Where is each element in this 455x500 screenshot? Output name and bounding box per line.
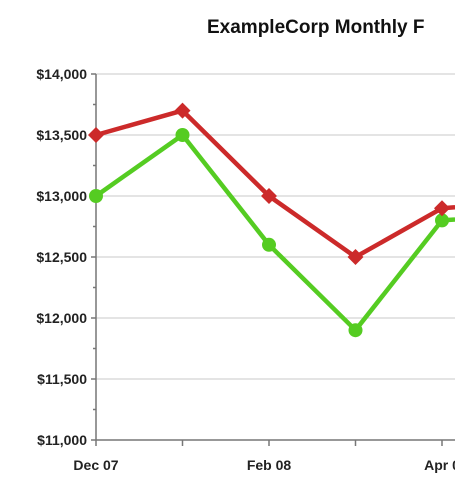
data-point (88, 127, 104, 143)
y-tick-label: $14,000 (36, 66, 87, 82)
data-point (434, 200, 450, 217)
x-tick-label: Feb 08 (247, 457, 292, 473)
axes (95, 74, 455, 446)
y-tick-label: $13,000 (36, 188, 87, 204)
x-tick-label: Dec 07 (73, 457, 118, 473)
data-point (89, 189, 103, 203)
data-point (435, 213, 449, 228)
data-point (175, 128, 190, 142)
gridlines (91, 73, 455, 441)
y-tick-label: $12,000 (36, 310, 87, 326)
series-1 (89, 128, 455, 338)
data-point (348, 323, 363, 338)
x-tick-labels: Dec 07 Feb 08 Apr 0 (73, 457, 455, 473)
y-tick-label: $12,500 (36, 249, 87, 265)
y-tick-label: $13,500 (36, 127, 87, 143)
data-point (347, 249, 364, 265)
y-tick-label: $11,500 (37, 371, 87, 387)
data-point (174, 102, 191, 119)
series-line (94, 132, 455, 333)
chart-title: ExampleCorp Monthly F (207, 17, 424, 38)
y-tick-label: $11,000 (37, 432, 87, 448)
data-point (261, 188, 277, 204)
data-point (262, 237, 276, 252)
series (88, 102, 455, 338)
y-tick-labels: $11,000 $11,500 $12,000 $12,500 $13,000 $13,5… (36, 66, 87, 448)
series-line (95, 108, 455, 260)
x-tick-label: Apr 0 (424, 457, 455, 473)
series-0 (88, 102, 455, 265)
